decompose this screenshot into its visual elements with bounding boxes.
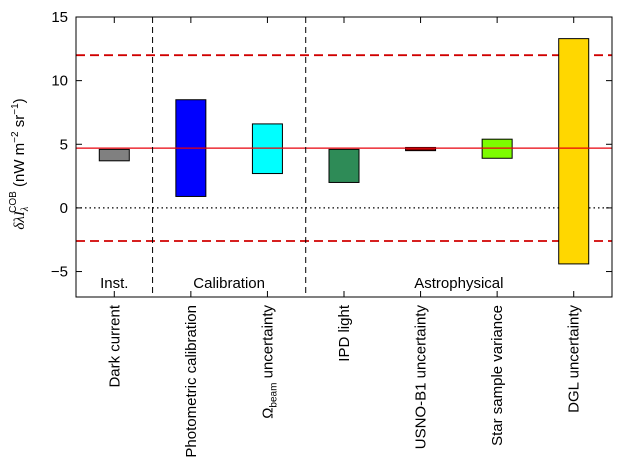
x-tick-label: IPD light <box>336 304 353 362</box>
x-tick-label: Star sample variance <box>489 305 506 446</box>
plot-area: Inst. Calibration Astrophysical −5 0 5 10 15 Dar… <box>51 9 613 458</box>
y-tick-label: −5 <box>51 264 68 281</box>
bar-4 <box>328 148 360 183</box>
y-tick-label: 0 <box>60 200 68 217</box>
x-tick-label: Photometric calibration <box>183 305 200 458</box>
group-label: Inst. <box>100 275 128 292</box>
x-tick-label: DGL uncertainty <box>566 305 583 413</box>
y-tick-label: 15 <box>51 9 68 26</box>
bar-1 <box>98 148 130 162</box>
group-label: Calibration <box>193 275 265 292</box>
group-label: Astrophysical <box>414 275 503 292</box>
y-axis-title: δλIλCOB (nW m−2 sr−1) <box>8 98 31 229</box>
x-tick-label: Ωbeam uncertainty <box>259 305 279 419</box>
y-axis-label: δλIλCOB (nW m−2 sr−1) <box>8 98 31 229</box>
x-tick-label: USNO-B1 uncertainty <box>413 305 430 450</box>
x-tick-label: Dark current <box>106 304 123 387</box>
bar-7 <box>558 38 590 265</box>
y-tick-label: 10 <box>51 73 68 90</box>
y-tick-label: 5 <box>60 136 68 153</box>
